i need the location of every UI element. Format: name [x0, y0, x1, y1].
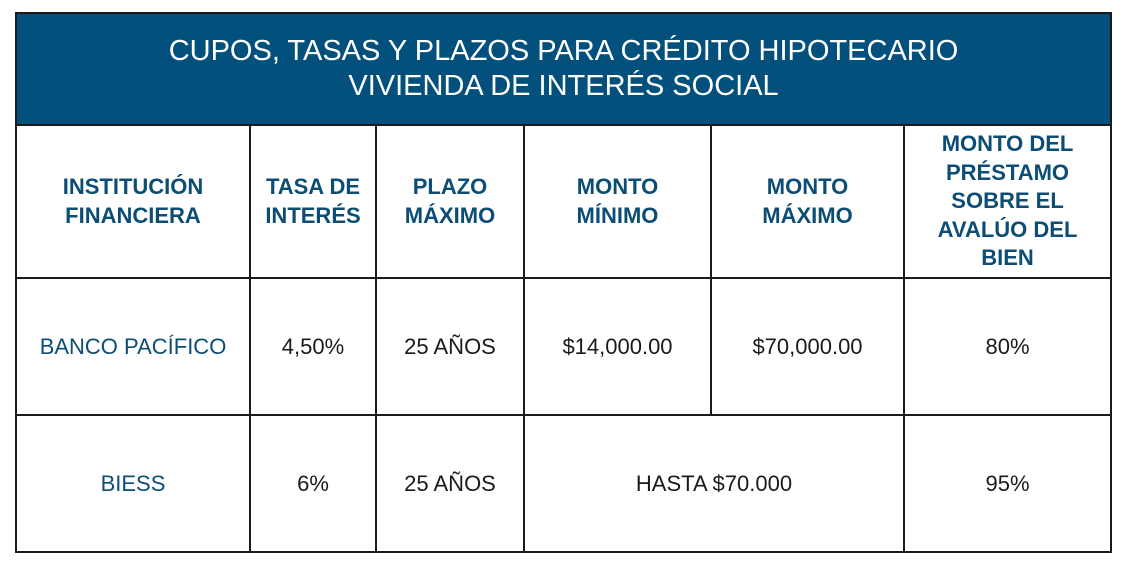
cell-rate: 6%: [249, 414, 377, 553]
column-header-rate: TASA DE INTERÉS: [249, 124, 377, 279]
title-row: CUPOS, TASAS Y PLAZOS PARA CRÉDITO HIPOT…: [14, 12, 1113, 126]
table-row: BIESS 6% 25 AÑOS HASTA $70.000 95%: [15, 414, 1113, 553]
cell-rate: 4,50%: [249, 277, 377, 416]
cell-term: 25 AÑOS: [375, 277, 525, 416]
cell-institution: BIESS: [15, 414, 251, 553]
cell-loan-to-value: 80%: [902, 277, 1113, 416]
cell-min-amount: $14,000.00: [523, 277, 712, 416]
cell-loan-to-value: 95%: [902, 414, 1113, 553]
column-header-term: PLAZO MÁXIMO: [375, 124, 525, 279]
column-header-max-amount: MONTO MÁXIMO: [710, 124, 905, 279]
cell-institution: BANCO PACÍFICO: [15, 277, 251, 416]
cell-term: 25 AÑOS: [375, 414, 525, 553]
column-header-institution: INSTITUCIÓN FINANCIERA: [15, 124, 251, 279]
title-line-2: VIVIENDA DE INTERÉS SOCIAL: [348, 70, 779, 102]
table-title: CUPOS, TASAS Y PLAZOS PARA CRÉDITO HIPOT…: [14, 12, 1113, 126]
cell-amount-range: HASTA $70.000: [523, 414, 905, 553]
mortgage-credit-table-container: CUPOS, TASAS Y PLAZOS PARA CRÉDITO HIPOT…: [14, 12, 1113, 553]
title-line-1: CUPOS, TASAS Y PLAZOS PARA CRÉDITO HIPOT…: [168, 34, 959, 67]
mortgage-credit-table: CUPOS, TASAS Y PLAZOS PARA CRÉDITO HIPOT…: [14, 12, 1113, 553]
table-row: BANCO PACÍFICO 4,50% 25 AÑOS $14,000.00 …: [15, 277, 1113, 416]
cell-max-amount: $70,000.00: [710, 277, 905, 416]
column-header-min-amount: MONTO MÍNIMO: [523, 124, 712, 279]
header-row: INSTITUCIÓN FINANCIERA TASA DE INTERÉS P…: [15, 124, 1113, 279]
column-header-loan-to-value: MONTO DEL PRÉSTAMO SOBRE EL AVALÚO DEL B…: [902, 124, 1113, 279]
